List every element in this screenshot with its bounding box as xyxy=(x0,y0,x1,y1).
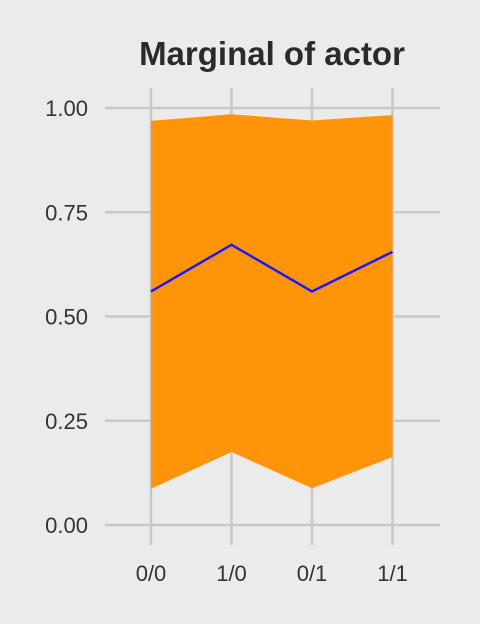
mean-line-layer xyxy=(150,243,394,293)
y-axis-tick-labels: 0.00 0.25 0.50 0.75 1.00 xyxy=(45,96,88,538)
x-tick-label: 0/0 xyxy=(136,561,167,586)
interval-band xyxy=(151,114,393,489)
y-tick-label: 0.25 xyxy=(45,409,88,434)
y-tick-label: 0.00 xyxy=(45,513,88,538)
interval-band-layer xyxy=(151,114,393,489)
x-tick-label: 1/0 xyxy=(216,561,247,586)
x-tick-label: 1/1 xyxy=(377,561,408,586)
y-tick-label: 0.50 xyxy=(45,305,88,330)
x-tick-label: 0/1 xyxy=(297,561,328,586)
y-tick-label: 0.75 xyxy=(45,200,88,225)
x-axis-tick-labels: 0/0 1/0 0/1 1/1 xyxy=(136,561,408,586)
y-tick-label: 1.00 xyxy=(45,96,88,121)
mean-line xyxy=(150,243,394,293)
chart-title: Marginal of actor xyxy=(139,35,405,72)
